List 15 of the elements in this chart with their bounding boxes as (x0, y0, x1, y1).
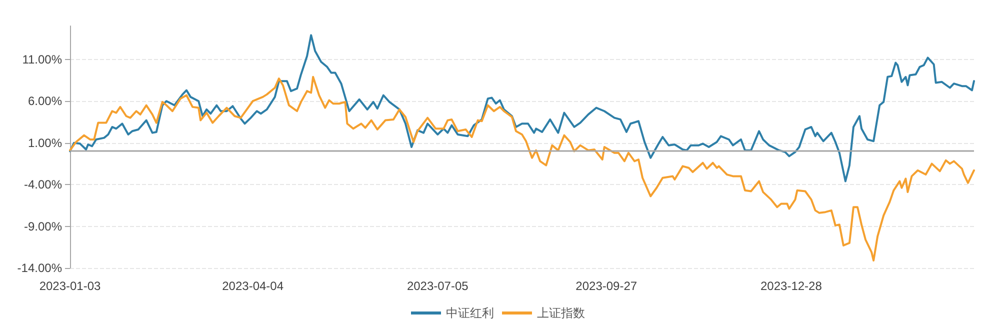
legend-label: 中证红利 (446, 306, 494, 320)
line-series (69, 76, 975, 262)
y-tick-label: -14.00% (17, 261, 62, 275)
x-tick-label: 2023-09-27 (576, 279, 638, 293)
legend-label: 上证指数 (537, 306, 585, 320)
x-tick-label: 2023-01-03 (39, 279, 102, 293)
x-tick-label: 2023-07-05 (406, 279, 469, 293)
line-series (69, 34, 975, 182)
y-tick-label: 11.00% (22, 52, 62, 66)
y-tick-label: 1.00% (28, 136, 62, 150)
y-tick-label: -9.00% (24, 219, 62, 234)
y-tick-label: -4.00% (24, 178, 62, 192)
x-tick-label: 2023-12-28 (760, 279, 822, 293)
x-tick-label: 2023-04-04 (222, 279, 284, 293)
y-tick-label: 6.00% (28, 94, 62, 108)
